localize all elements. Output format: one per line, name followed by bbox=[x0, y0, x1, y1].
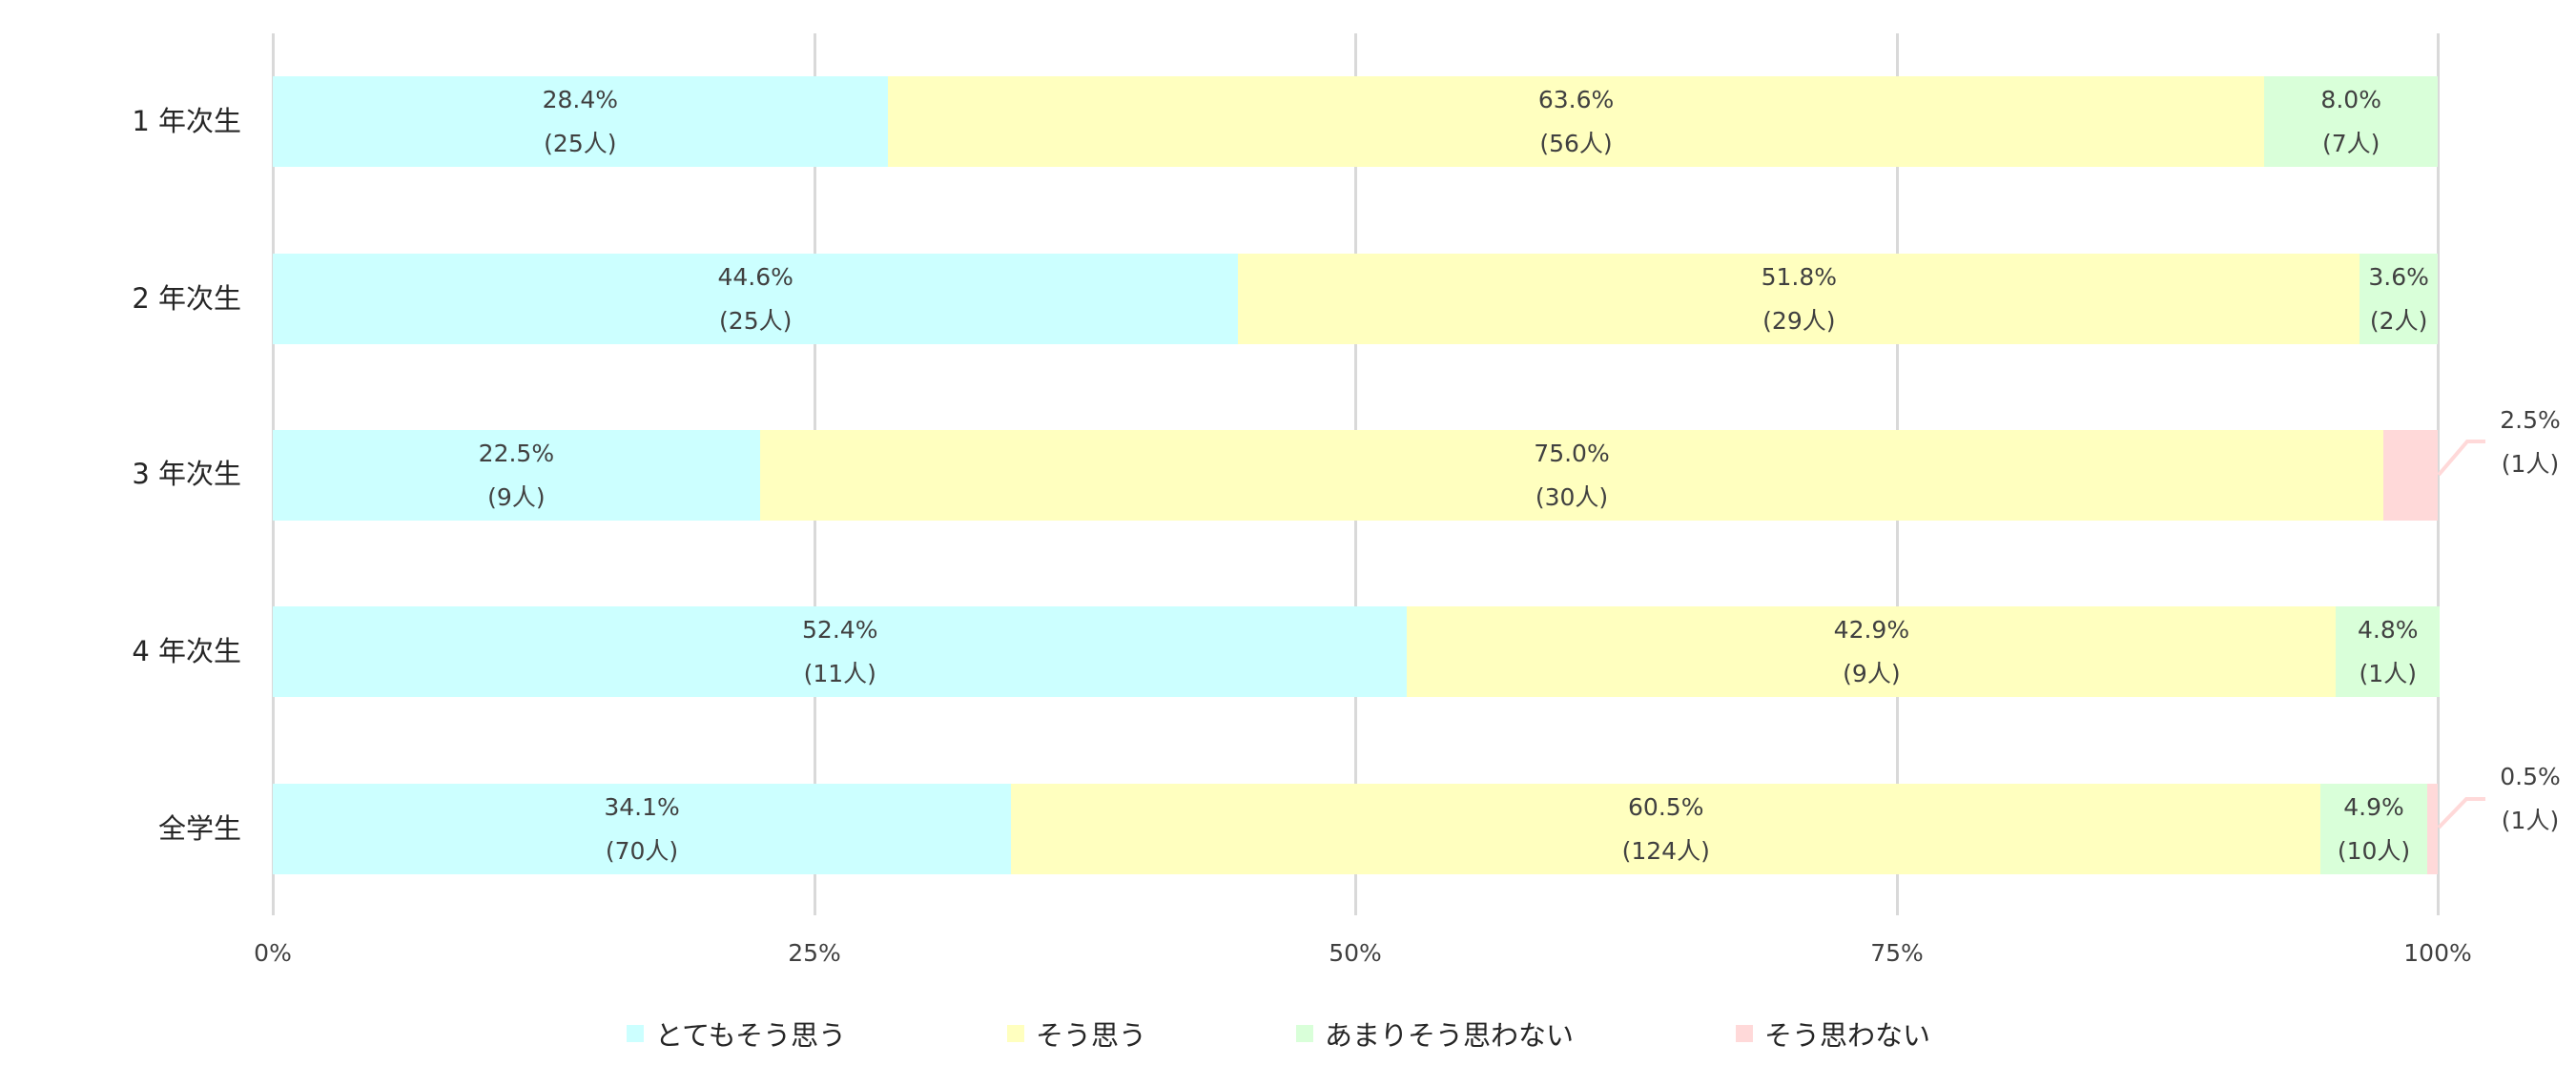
bar-segment-somewhat-disagree: 8.0% (7人) bbox=[2264, 76, 2438, 167]
data-label-pct: 34.1% bbox=[604, 793, 680, 821]
data-label-pct: 4.9% bbox=[2343, 793, 2404, 821]
data-label-count: (11人) bbox=[803, 660, 876, 687]
bar-row-year1: 28.4% (25人) 63.6% (56人) 8.0% (7人) bbox=[273, 76, 2438, 167]
x-tick-100: 100% bbox=[2403, 939, 2472, 967]
bar-segment-agree: 60.5% (124人) bbox=[1011, 784, 2321, 874]
legend-swatch bbox=[1736, 1025, 1753, 1042]
data-label-pct: 60.5% bbox=[1628, 793, 1704, 821]
bar-segment-agree: 42.9% (9人) bbox=[1407, 606, 2337, 697]
bar-segment-strongly-agree: 44.6% (25人) bbox=[273, 254, 1239, 344]
data-label-count: (25人) bbox=[544, 130, 617, 157]
legend-item-agree: そう思う bbox=[1007, 1014, 1146, 1054]
data-label-pct: 3.6% bbox=[2368, 263, 2429, 291]
callout-count: (1人) bbox=[2501, 450, 2560, 478]
data-label-count: (30人) bbox=[1535, 483, 1609, 511]
bar-segment-agree: 51.8% (29人) bbox=[1238, 254, 2360, 344]
callout-count: (1人) bbox=[2501, 807, 2560, 834]
bar-row-year4: 52.4% (11人) 42.9% (9人) 4.8% (1人) bbox=[273, 606, 2441, 697]
data-label: 44.6% (25人) bbox=[717, 254, 793, 343]
data-label: 28.4% (25人) bbox=[543, 76, 618, 166]
legend-item-strongly-agree: とてもそう思う bbox=[627, 1014, 846, 1054]
data-label-count: (10人) bbox=[2337, 837, 2411, 865]
data-label-count: (124人) bbox=[1621, 837, 1710, 865]
legend-swatch bbox=[1007, 1025, 1024, 1042]
data-label: 8.0% (7人) bbox=[2320, 76, 2381, 166]
data-label: 3.6% (2人) bbox=[2368, 254, 2429, 343]
y-label-year1: 1 年次生 bbox=[132, 105, 241, 137]
data-label-count: (9人) bbox=[1843, 660, 1901, 687]
callout-pct: 0.5% bbox=[2500, 763, 2561, 790]
data-label: 63.6% (56人) bbox=[1538, 76, 1614, 166]
bar-segment-disagree bbox=[2426, 784, 2438, 874]
legend-swatch bbox=[627, 1025, 644, 1042]
legend-label: そう思う bbox=[1036, 1019, 1147, 1052]
data-label-pct: 22.5% bbox=[478, 440, 555, 467]
x-tick-50: 50% bbox=[1329, 939, 1382, 967]
data-label-count: (9人) bbox=[487, 483, 546, 511]
data-label-pct: 8.0% bbox=[2320, 86, 2381, 113]
data-label-count: (2人) bbox=[2369, 307, 2428, 335]
bar-segment-somewhat-disagree: 4.8% (1人) bbox=[2336, 606, 2441, 697]
bar-segment-agree: 63.6% (56人) bbox=[887, 76, 2265, 167]
y-label-year3: 3 年次生 bbox=[132, 458, 241, 490]
data-label-count: (7人) bbox=[2321, 130, 2380, 157]
data-label-pct: 42.9% bbox=[1833, 616, 1910, 644]
legend-item-disagree: そう思わない bbox=[1736, 1014, 1930, 1054]
data-label: 4.8% (1人) bbox=[2358, 606, 2419, 696]
callout-pct: 2.5% bbox=[2500, 406, 2561, 434]
data-label-count: (70人) bbox=[605, 837, 679, 865]
data-label-pct: 4.8% bbox=[2358, 616, 2419, 644]
bar-row-all: 34.1% (70人) 60.5% (124人) 4.9% (10人) bbox=[273, 784, 2438, 874]
data-label: 52.4% (11人) bbox=[802, 606, 877, 696]
bar-segment-strongly-agree: 22.5% (9人) bbox=[273, 430, 760, 521]
data-label: 42.9% (9人) bbox=[1834, 606, 1909, 696]
data-label-pct: 28.4% bbox=[542, 86, 619, 113]
data-label-count: (56人) bbox=[1539, 130, 1613, 157]
bar-segment-strongly-agree: 52.4% (11人) bbox=[273, 606, 1408, 697]
data-label: 75.0% (30人) bbox=[1534, 430, 1609, 520]
data-label-pct: 51.8% bbox=[1761, 263, 1838, 291]
data-label: 60.5% (124人) bbox=[1622, 784, 1710, 873]
bar-segment-somewhat-disagree: 4.9% (10人) bbox=[2320, 784, 2427, 874]
data-label-pct: 52.4% bbox=[802, 616, 878, 644]
bar-row-year2: 44.6% (25人) 51.8% (29人) 3.6% (2人) bbox=[273, 254, 2438, 344]
legend-label: そう思わない bbox=[1764, 1019, 1931, 1052]
y-label-year4: 4 年次生 bbox=[132, 635, 241, 667]
data-label: 22.5% (9人) bbox=[479, 430, 554, 520]
bar-segment-strongly-agree: 34.1% (70人) bbox=[273, 784, 1012, 874]
bar-segment-strongly-agree: 28.4% (25人) bbox=[273, 76, 888, 167]
callout-all-disagree: 0.5% (1人) bbox=[2500, 755, 2561, 843]
legend-swatch bbox=[1296, 1025, 1313, 1042]
bar-row-year3: 22.5% (9人) 75.0% (30人) bbox=[273, 430, 2438, 521]
legend-item-somewhat-disagree: あまりそう思わない bbox=[1296, 1014, 1574, 1054]
legend-label: とてもそう思う bbox=[655, 1019, 847, 1052]
bar-segment-somewhat-disagree: 3.6% (2人) bbox=[2360, 254, 2438, 344]
y-label-all: 全学生 bbox=[157, 812, 241, 845]
data-label-count: (29人) bbox=[1762, 307, 1836, 335]
y-label-year2: 2 年次生 bbox=[132, 282, 241, 315]
bar-segment-disagree bbox=[2383, 430, 2438, 521]
data-label-count: (1人) bbox=[2359, 660, 2417, 687]
data-label-pct: 44.6% bbox=[717, 263, 793, 291]
x-tick-75: 75% bbox=[1870, 939, 1924, 967]
data-label: 51.8% (29人) bbox=[1762, 254, 1837, 343]
bar-segment-agree: 75.0% (30人) bbox=[759, 430, 2384, 521]
data-label-count: (25人) bbox=[719, 307, 793, 335]
data-label-pct: 63.6% bbox=[1537, 86, 1615, 113]
data-label-pct: 75.0% bbox=[1534, 440, 1610, 467]
data-label: 34.1% (70人) bbox=[604, 784, 679, 873]
legend-label: あまりそう思わない bbox=[1325, 1019, 1575, 1052]
x-tick-0: 0% bbox=[254, 939, 292, 967]
x-tick-25: 25% bbox=[788, 939, 841, 967]
data-label: 4.9% (10人) bbox=[2338, 784, 2410, 873]
callout-year3-disagree: 2.5% (1人) bbox=[2500, 399, 2561, 486]
